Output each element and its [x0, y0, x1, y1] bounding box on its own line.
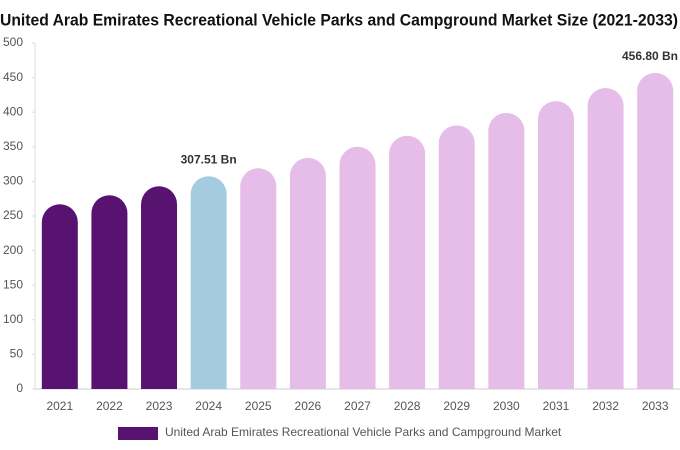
y-tick-label: 250	[3, 208, 23, 222]
x-tick-label: 2028	[394, 399, 421, 413]
bar	[240, 168, 277, 389]
bar	[91, 195, 128, 389]
value-label: 456.80 Bn	[622, 49, 678, 63]
bar	[289, 157, 326, 389]
y-tick-label: 500	[3, 35, 23, 49]
x-tick-label: 2030	[493, 399, 520, 413]
bar	[637, 72, 674, 389]
y-tick-label: 300	[3, 174, 23, 188]
x-tick-label: 2023	[146, 399, 173, 413]
bar	[41, 204, 78, 389]
y-tick-label: 100	[3, 312, 23, 326]
y-tick-label: 350	[3, 139, 23, 153]
x-tick-label: 2031	[543, 399, 570, 413]
x-tick-label: 2029	[443, 399, 470, 413]
bar	[141, 186, 178, 389]
legend-swatch	[118, 427, 158, 440]
bar	[339, 146, 376, 389]
bar	[537, 101, 574, 390]
y-tick-label: 50	[10, 347, 24, 361]
y-tick-label: 400	[3, 104, 23, 118]
y-tick-label: 0	[16, 381, 23, 395]
x-tick-label: 2025	[245, 399, 272, 413]
x-tick-label: 2032	[592, 399, 619, 413]
y-tick-label: 450	[3, 70, 23, 84]
legend-label: United Arab Emirates Recreational Vehicl…	[165, 425, 562, 439]
bar	[438, 125, 475, 389]
chart-title: United Arab Emirates Recreational Vehicl…	[0, 10, 678, 29]
x-tick-label: 2024	[195, 399, 222, 413]
value-label: 307.51 Bn	[181, 152, 237, 166]
bar	[190, 176, 227, 389]
bar	[488, 112, 525, 389]
y-tick-label: 200	[3, 243, 23, 257]
x-tick-label: 2027	[344, 399, 371, 413]
x-tick-label: 2033	[642, 399, 669, 413]
x-tick-label: 2026	[295, 399, 322, 413]
y-tick-label: 150	[3, 277, 23, 291]
bar	[389, 135, 426, 389]
x-tick-label: 2022	[96, 399, 123, 413]
x-tick-label: 2021	[46, 399, 73, 413]
bar	[587, 87, 624, 389]
